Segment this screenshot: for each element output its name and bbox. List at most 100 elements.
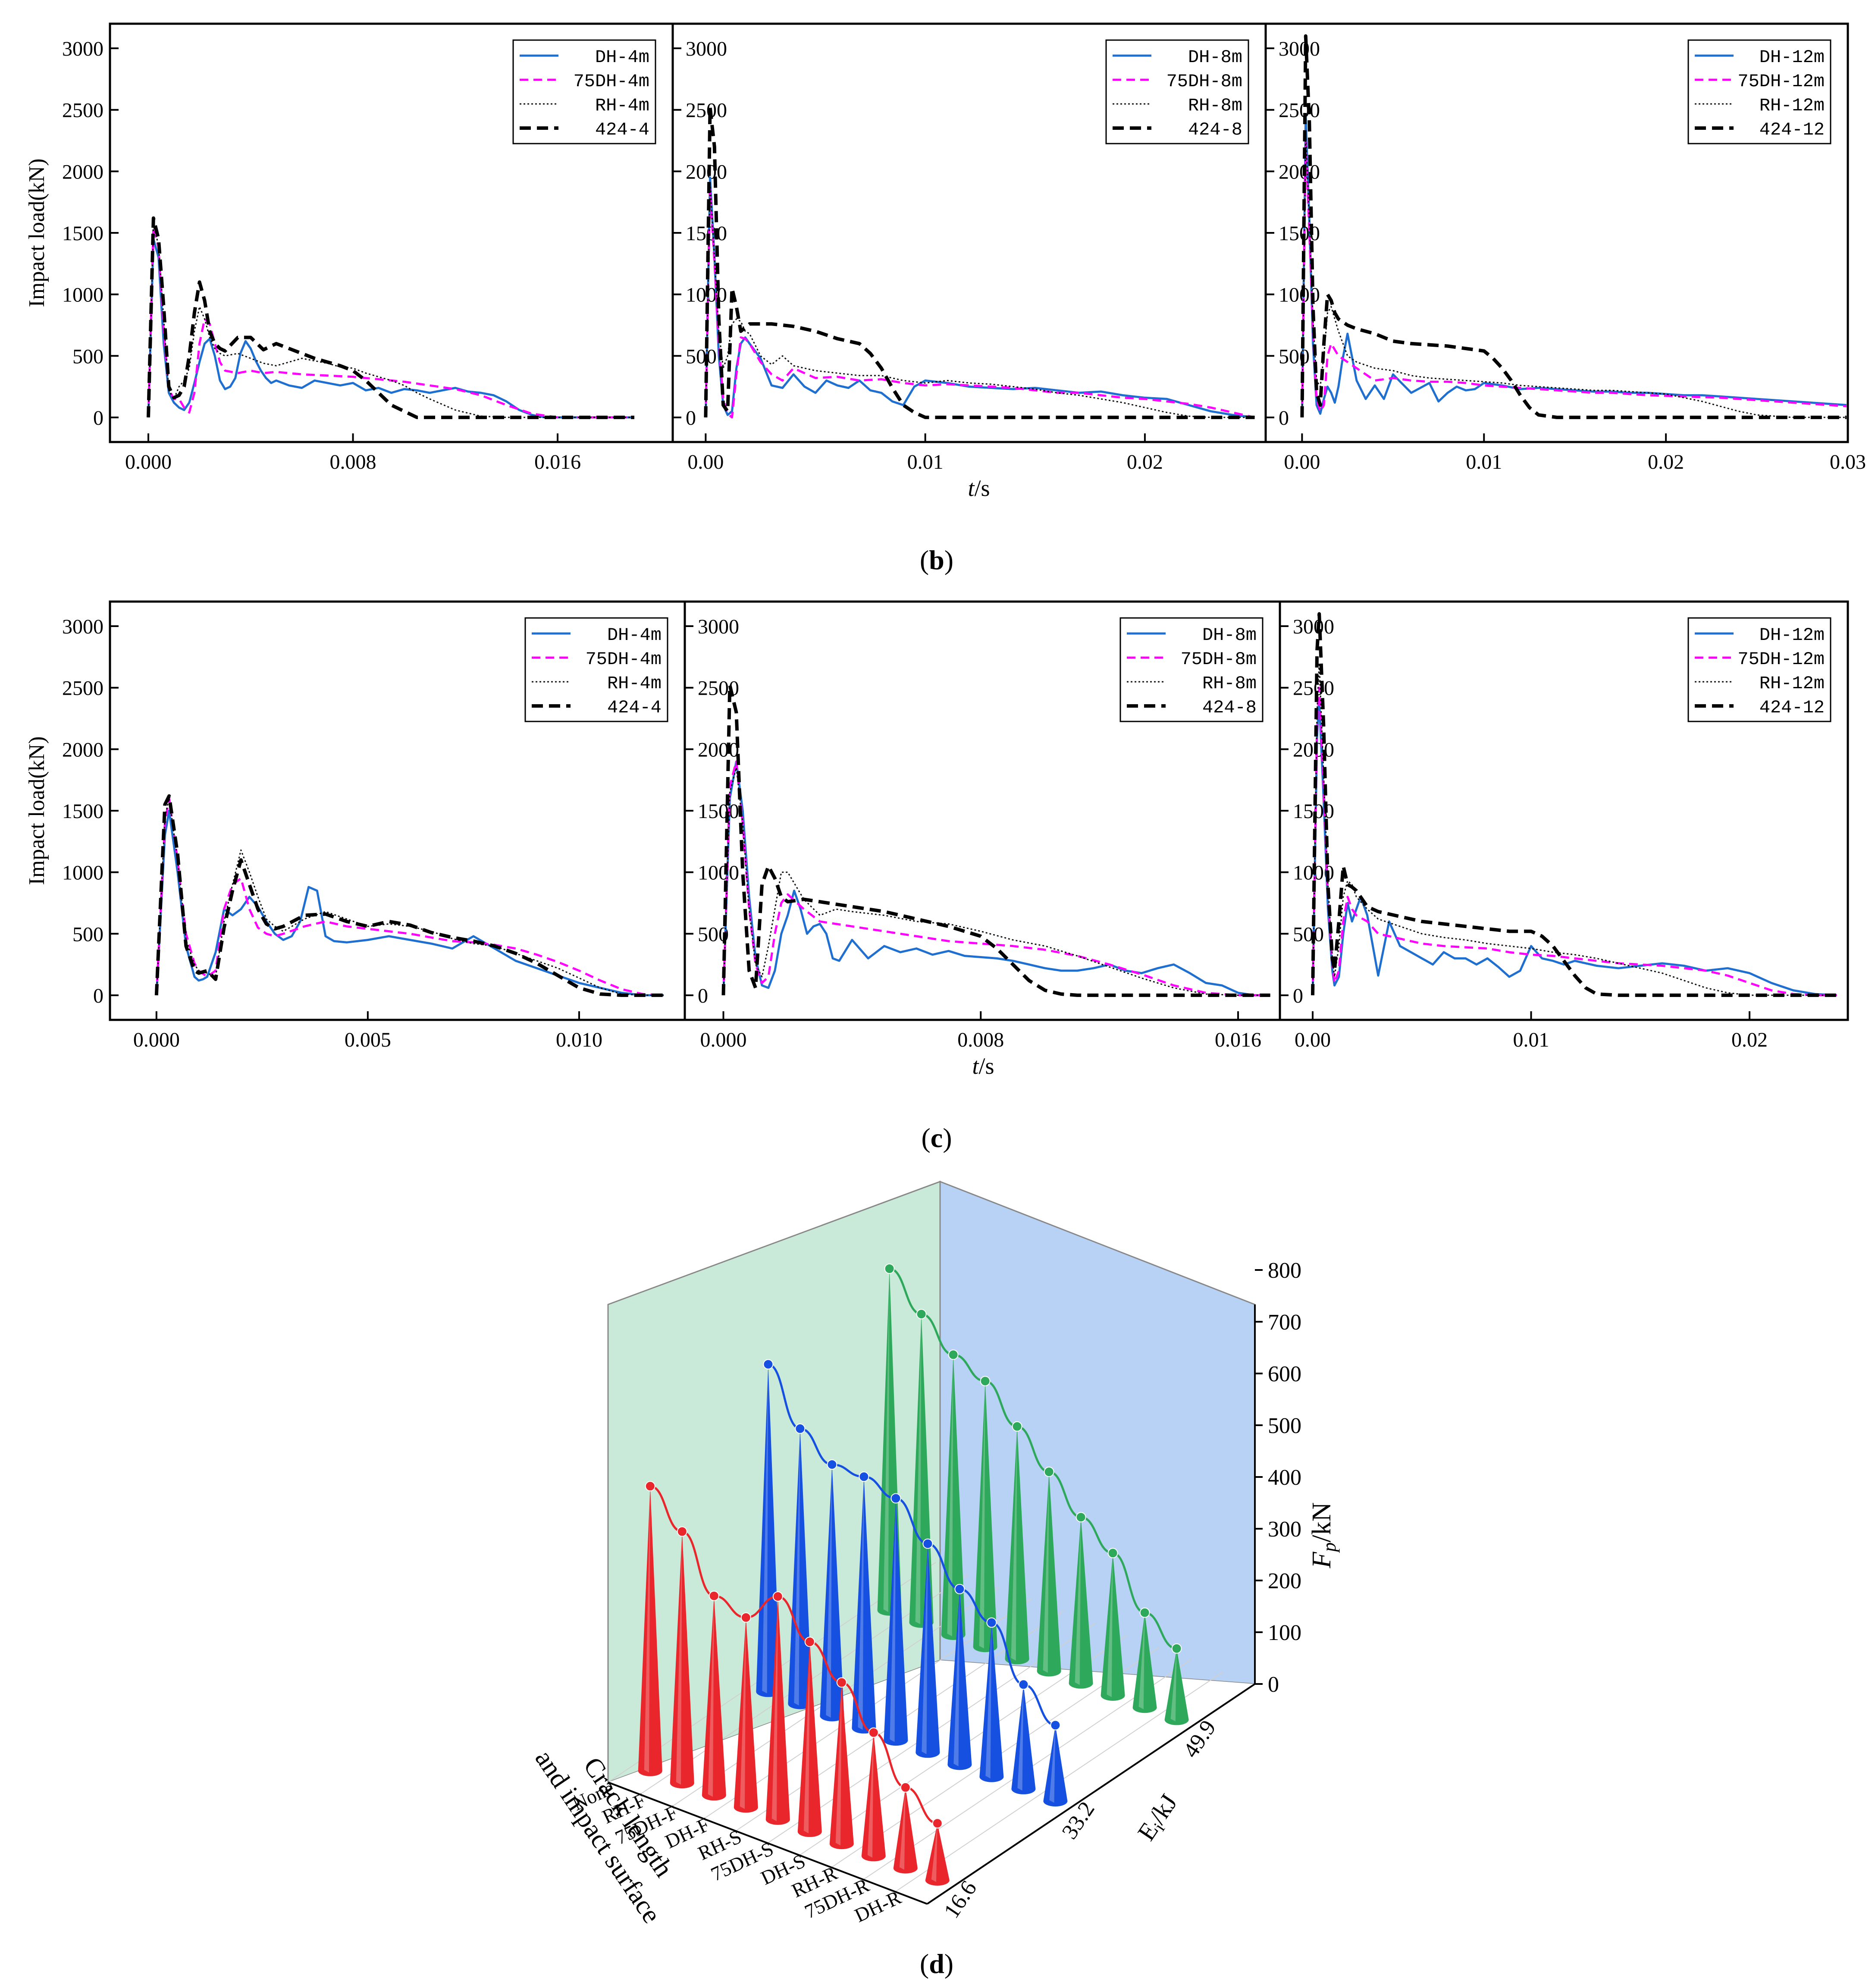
c-legend-entry: DH-12m xyxy=(1759,625,1825,646)
cone-red xyxy=(893,1787,918,1874)
b-series-line-dh75 xyxy=(147,226,634,419)
b-legend-entry: 424-4 xyxy=(595,119,649,140)
b-ytick-label: 1500 xyxy=(62,222,103,245)
category-axis-line xyxy=(608,1781,928,1905)
b-ytick-label: 2500 xyxy=(62,99,103,122)
z-axis-title-unit: /kN xyxy=(1307,1502,1336,1543)
cone-green xyxy=(1164,1648,1189,1725)
b-series-line-dh xyxy=(147,238,634,419)
b-ytick-label: 2500 xyxy=(1279,99,1320,122)
cone-highlight xyxy=(676,1531,682,1785)
b-xtick-label: 0.016 xyxy=(534,451,581,473)
cone-tip-marker xyxy=(827,1459,837,1470)
cone-green xyxy=(1037,1472,1061,1677)
c-xtick-label: 0.000 xyxy=(700,1028,747,1051)
c-legend: DH-4m 75DH-4m RH-4m 424-4 xyxy=(524,617,668,722)
b-ytick-label: 1500 xyxy=(1279,222,1320,245)
b-panel-1: 0.000 0.008 0.016 DH-4m 75DH-4m RH-4m 424-4 xyxy=(125,39,656,473)
cones xyxy=(638,1269,1189,1886)
z-axis-title: Fp/kN xyxy=(1307,1502,1340,1569)
c-legend-entry: RH-12m xyxy=(1759,673,1825,694)
cone-red xyxy=(925,1823,950,1886)
c-ytick-label: 500 xyxy=(72,923,103,946)
c-ytick-label: 0 xyxy=(1293,985,1303,1007)
chart-c-caption-close: ) xyxy=(943,1123,952,1153)
b-legend-entry: RH-8m xyxy=(1188,95,1242,116)
c-ytick-label: 0 xyxy=(698,985,708,1007)
b-xtick-label: 0.01 xyxy=(1466,451,1502,473)
b-series-line-s424 xyxy=(704,106,1255,419)
c-series-line-s424 xyxy=(154,794,664,997)
c-series-line-s424 xyxy=(1311,612,1837,997)
b-xtick-label: 0.03 xyxy=(1830,451,1866,473)
b-xtick-label: 0.02 xyxy=(1127,451,1163,473)
z-tick-label: 500 xyxy=(1268,1414,1301,1438)
depth-axis-line xyxy=(926,1683,1256,1905)
b-legend-entry: 424-12 xyxy=(1759,119,1825,140)
chart-c-xlabel-unit: /s xyxy=(978,1053,994,1079)
cone-tip-marker xyxy=(922,1538,933,1549)
c-legend-entry: 424-8 xyxy=(1202,697,1257,718)
c-legend: DH-12m 75DH-12m RH-12m 424-12 xyxy=(1687,617,1831,722)
cone-red xyxy=(702,1596,726,1801)
cone-tip-marker xyxy=(1075,1512,1086,1523)
chart-b-ylabel: Impact load(kN) xyxy=(25,158,49,307)
cone-highlight xyxy=(1107,1553,1113,1697)
cone-blue xyxy=(1011,1684,1036,1794)
chart-b-caption-open: ( xyxy=(920,545,929,575)
c-legend-entry: 75DH-12m xyxy=(1737,649,1825,670)
c-xtick-label: 0.010 xyxy=(556,1028,602,1051)
c-xtick-label: 0.016 xyxy=(1215,1028,1261,1051)
cone-tip-marker xyxy=(859,1471,869,1482)
chart-b-caption: (b) xyxy=(920,545,953,575)
trend-curve-blue xyxy=(768,1363,1056,1726)
chart-c-ylabel: Impact load(kN) xyxy=(25,736,49,885)
cone-tip-marker xyxy=(763,1359,774,1370)
chart-d-caption: (d) xyxy=(920,1948,953,1979)
cone-highlight xyxy=(803,1642,810,1834)
cone-tip-marker xyxy=(932,1818,943,1829)
c-ytick-label: 3000 xyxy=(62,615,103,638)
b-series-line-rh xyxy=(1301,134,1847,418)
b-legend-entry: RH-4m xyxy=(595,95,649,116)
c-xtick-label: 0.000 xyxy=(133,1028,180,1051)
b-ytick-label: 3000 xyxy=(1279,38,1320,60)
cone-tip-marker xyxy=(1050,1720,1061,1731)
chart-c-xlabel-t: t xyxy=(972,1053,979,1079)
b-ytick-label: 2000 xyxy=(1279,160,1320,183)
cone-highlight xyxy=(644,1486,650,1773)
c-legend-entry: DH-8m xyxy=(1202,625,1257,646)
chart-d: 0100200300400500600700800NoneRH-F75DH-FD… xyxy=(529,1180,1340,1979)
b-legend: DH-4m 75DH-4m RH-4m 424-4 xyxy=(512,39,656,144)
cone-tip-marker xyxy=(1018,1679,1029,1690)
chart-b-xlabel: t/s xyxy=(968,475,990,501)
cone-blue xyxy=(1043,1725,1068,1807)
cone-blue xyxy=(979,1622,1004,1782)
b-ytick-label: 1500 xyxy=(686,222,727,245)
cone-tip-marker xyxy=(1139,1607,1150,1618)
b-xtick-label: 0.02 xyxy=(1648,451,1684,473)
cone-blue xyxy=(820,1464,844,1721)
cone-highlight xyxy=(858,1477,864,1730)
c-legend-entry: 424-12 xyxy=(1759,697,1825,718)
chart-c-xlabel: t/s xyxy=(972,1053,994,1079)
b-series-line-rh xyxy=(147,225,634,418)
cone-highlight xyxy=(985,1622,992,1779)
cone-red xyxy=(829,1682,854,1850)
chart-b-xlabel-t: t xyxy=(968,475,975,501)
b-legend-entry: DH-12m xyxy=(1759,47,1825,68)
chart-b-caption-close: ) xyxy=(944,545,953,575)
c-series-line-dh75 xyxy=(155,797,664,997)
cone-tip-marker xyxy=(948,1349,959,1360)
b-ytick-label: 2500 xyxy=(686,99,727,122)
z-tick-label: 300 xyxy=(1268,1517,1301,1542)
cone-highlight xyxy=(1049,1725,1056,1803)
b-legend-entry: DH-4m xyxy=(595,47,649,68)
cone-highlight xyxy=(1075,1517,1081,1685)
b-ytick-label: 500 xyxy=(72,345,103,368)
c-legend-entry: 75DH-8m xyxy=(1181,649,1257,670)
b-ytick-label: 2000 xyxy=(62,160,103,183)
cone-tip-marker xyxy=(677,1526,687,1537)
b-series-line-dh75 xyxy=(704,188,1255,419)
